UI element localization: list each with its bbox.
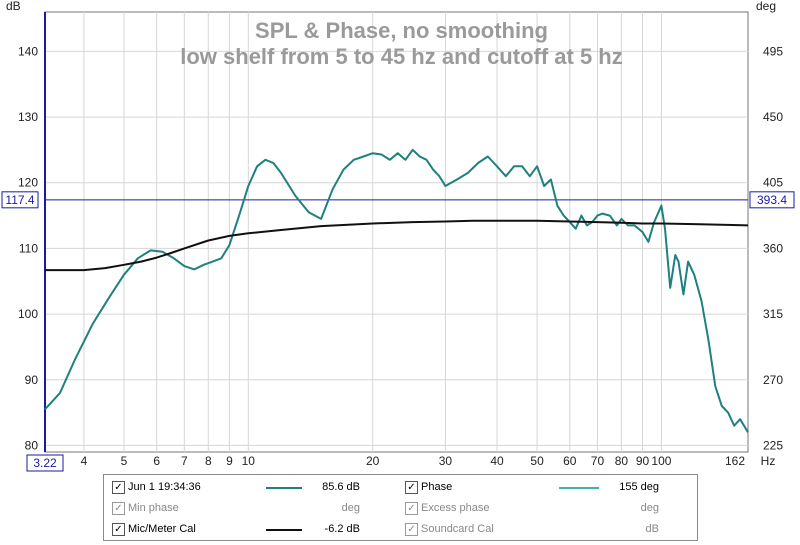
- legend-phase-value: 155 deg: [619, 481, 659, 493]
- cursor-x-readout: 3.22: [33, 456, 57, 470]
- soundcard-cal-checkbox[interactable]: ✓: [405, 523, 418, 536]
- y-right-tick-label: 495: [763, 44, 783, 58]
- x-tick-label: 40: [490, 454, 504, 468]
- cursor-y-right-readout-box: [749, 191, 795, 209]
- x-tick-label: 4: [81, 454, 88, 468]
- excess-phase-checkbox[interactable]: ✓: [405, 502, 418, 515]
- legend-phase-swatch: [559, 487, 599, 489]
- legend-series-name: Jun 1 19:34:36: [128, 481, 201, 493]
- series-line: [45, 219, 749, 272]
- y-right-unit-label: deg: [756, 0, 776, 13]
- y-left-tick-label: 140: [18, 44, 38, 58]
- min-phase-checkbox[interactable]: ✓: [112, 502, 125, 515]
- legend-min-phase-name: Min phase: [128, 502, 179, 514]
- y-right-tick-label: 450: [763, 110, 783, 124]
- x-tick-label: 7: [181, 454, 188, 468]
- legend-row: ✓ Min phase deg ✓ Excess phase deg: [104, 498, 697, 520]
- chart-subtitle: low shelf from 5 to 45 hz and cutoff at …: [180, 44, 622, 69]
- legend-panel: ✓ Jun 1 19:34:36 85.6 dB ✓ Phase 155 deg…: [103, 474, 698, 541]
- plot-area: [44, 11, 749, 453]
- legend-soundcard-cal-name: Soundcard Cal: [421, 523, 494, 535]
- legend-series-value: 85.6 dB: [322, 481, 360, 493]
- legend-soundcard-cal-value: dB: [645, 523, 659, 535]
- y-right-tick-label: 315: [763, 307, 783, 321]
- y-right-tick-label: 225: [763, 438, 783, 452]
- legend-min-phase-value: deg: [341, 502, 360, 514]
- legend-row: ✓ Mic/Meter Cal -6.2 dB ✓ Soundcard Cal …: [104, 519, 697, 541]
- cursor-y-right-readout: 393.4: [757, 193, 787, 207]
- x-unit-label: Hz: [761, 454, 776, 468]
- y-right-tick-label: 405: [763, 176, 783, 190]
- legend-row: ✓ Jun 1 19:34:36 85.6 dB ✓ Phase 155 deg: [104, 477, 697, 499]
- x-tick-label: 30: [439, 454, 453, 468]
- cursor-x-readout-box: [26, 454, 64, 472]
- x-tick-label: 50: [530, 454, 544, 468]
- series-checkbox[interactable]: ✓: [112, 481, 125, 494]
- x-tick-label: 100: [651, 454, 671, 468]
- x-tick-label: 20: [366, 454, 380, 468]
- series-line: [44, 148, 749, 433]
- chart-title: SPL & Phase, no smoothing: [255, 18, 548, 43]
- y-left-unit-label: dB: [6, 0, 21, 13]
- cursor-y-left-readout: 117.4: [5, 193, 34, 207]
- x-tick-label: 10: [242, 454, 256, 468]
- y-left-tick-label: 80: [25, 438, 39, 452]
- y-left-tick-label: 110: [19, 241, 38, 255]
- legend-phase-name: Phase: [421, 481, 453, 493]
- y-right-tick-label: 270: [763, 373, 783, 387]
- x-tick-label: 60: [563, 454, 577, 468]
- x-max-label: 162: [725, 454, 745, 468]
- x-tick-label: 6: [153, 454, 160, 468]
- x-tick-label: 8: [205, 454, 212, 468]
- y-right-tick-label: 360: [763, 241, 783, 255]
- x-tick-label: 9: [226, 454, 233, 468]
- y-left-tick-label: 130: [18, 110, 38, 124]
- y-left-tick-label: 90: [25, 373, 39, 387]
- cursor-y-left-readout-box: [1, 191, 39, 209]
- x-tick-label: 70: [591, 454, 605, 468]
- x-tick-label: 80: [615, 454, 629, 468]
- x-tick-label: 5: [121, 454, 128, 468]
- y-left-tick-label: 100: [18, 307, 38, 321]
- legend-excess-phase-name: Excess phase: [421, 502, 490, 514]
- legend-mic-cal-name: Mic/Meter Cal: [128, 523, 196, 535]
- legend-mic-cal-value: -6.2 dB: [324, 523, 360, 535]
- x-tick-label: 90: [636, 454, 650, 468]
- legend-excess-phase-value: deg: [640, 502, 659, 514]
- y-left-tick-label: 120: [18, 176, 38, 190]
- legend-mic-cal-swatch: [266, 529, 302, 531]
- mic-cal-checkbox[interactable]: ✓: [112, 523, 125, 536]
- legend-line-swatch: [266, 487, 302, 489]
- phase-checkbox[interactable]: ✓: [405, 481, 418, 494]
